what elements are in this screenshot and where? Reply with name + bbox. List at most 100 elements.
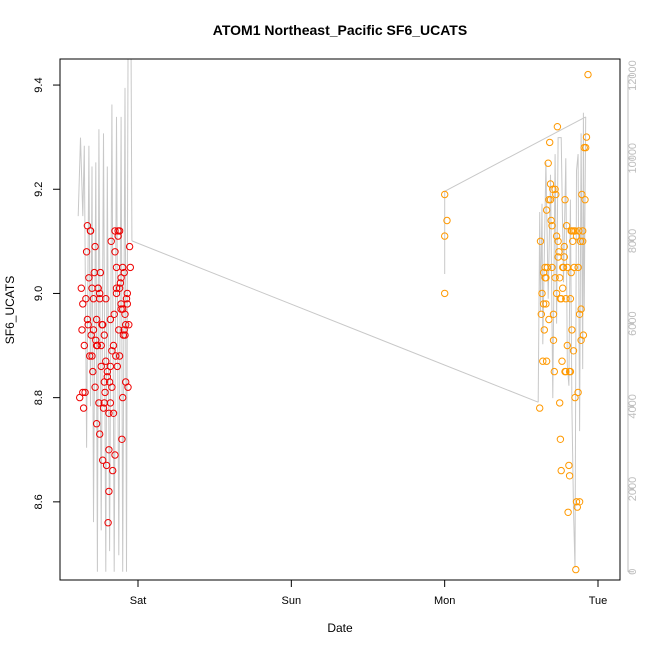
- data-point-series2: [538, 289, 546, 298]
- x-axis-label: Date: [327, 621, 353, 635]
- data-point-series2: [582, 143, 590, 152]
- data-point-series1: [99, 456, 107, 464]
- data-point-series1: [119, 305, 127, 313]
- data-point-series1: [88, 352, 96, 360]
- data-point-series2: [561, 367, 569, 376]
- data-point-series2: [561, 196, 569, 204]
- data-point-series1: [78, 326, 86, 334]
- data-point-series2: [441, 190, 449, 199]
- data-point-series2: [565, 472, 574, 480]
- chart-title: ATOM1 Northeast_Pacific SF6_UCATS: [213, 22, 467, 38]
- data-point-series2: [579, 227, 587, 235]
- y-tick-label: 9.2: [33, 182, 45, 197]
- data-point-series2: [579, 237, 587, 246]
- y2-tick-label: 8000: [627, 229, 639, 253]
- x-tick-label: Mon: [434, 595, 455, 607]
- data-point-series1: [117, 300, 125, 308]
- data-point-series1: [112, 263, 121, 272]
- data-point-series2: [555, 248, 563, 256]
- data-point-series1: [79, 404, 88, 412]
- data-point-series1: [113, 362, 122, 371]
- data-point-series2: [581, 196, 589, 204]
- data-point-series2: [576, 237, 585, 246]
- data-point-series2: [537, 310, 545, 318]
- data-point-series1: [109, 466, 117, 475]
- altitude-line-connector-2: [444, 116, 586, 192]
- data-point-series2: [544, 159, 552, 167]
- data-point-series1: [92, 336, 100, 344]
- data-point-series2: [565, 461, 573, 470]
- data-point-series2: [547, 216, 555, 225]
- data-point-series1: [126, 263, 135, 272]
- data-point-series1: [109, 409, 118, 417]
- data-point-series2: [553, 123, 562, 131]
- data-point-series1: [106, 315, 115, 324]
- x-tick-label: Sun: [282, 595, 302, 607]
- data-point-series1: [92, 315, 101, 324]
- data-point-series1: [105, 409, 113, 417]
- data-point-series2: [542, 357, 551, 365]
- data-point-series2: [568, 326, 576, 334]
- data-point-series1: [125, 321, 133, 329]
- data-point-series1: [112, 352, 120, 360]
- data-point-series2: [549, 310, 558, 318]
- data-point-series2: [560, 242, 568, 251]
- data-point-series2: [542, 206, 551, 214]
- data-point-series1: [82, 295, 90, 303]
- data-point-series1: [99, 321, 107, 329]
- data-point-series2: [564, 508, 572, 516]
- data-point-series2: [443, 216, 451, 225]
- data-point-series1: [119, 263, 127, 272]
- data-point-series2: [569, 347, 578, 355]
- data-point-series1: [86, 352, 94, 360]
- data-point-series2: [441, 232, 449, 240]
- data-point-series1: [122, 295, 131, 303]
- data-point-series2: [536, 404, 544, 412]
- y-axis: 8.6 8.8 9.0 9.2 9.4: [33, 77, 60, 509]
- data-point-series2: [441, 289, 449, 298]
- data-point-series1: [117, 274, 125, 282]
- data-point-series1: [96, 289, 104, 298]
- data-point-series1: [100, 331, 109, 339]
- y2-axis: 0 2000 4000 6000 8000 10000 12000: [627, 60, 639, 575]
- data-point-series2: [552, 190, 560, 199]
- data-point-series2: [558, 357, 566, 365]
- data-point-series1: [102, 461, 111, 470]
- y-axis-label: SF6_UCATS: [3, 276, 17, 344]
- y2-tick-label: 4000: [627, 394, 639, 418]
- data-point-series2: [584, 70, 592, 79]
- data-point-series1: [111, 451, 119, 459]
- data-point-series2: [552, 289, 561, 298]
- data-point-series2: [542, 274, 550, 282]
- data-point-series2: [566, 295, 575, 303]
- data-point-series1: [114, 232, 122, 240]
- data-point-series2: [542, 300, 550, 308]
- data-point-series2: [548, 222, 556, 230]
- data-point-series2: [559, 284, 567, 292]
- data-point-series1: [96, 268, 105, 277]
- data-point-series1: [123, 289, 132, 298]
- data-point-series2: [562, 295, 570, 303]
- data-point-series1: [102, 357, 110, 365]
- data-point-series1: [94, 284, 102, 292]
- data-point-series1: [89, 367, 97, 376]
- data-point-series1: [82, 248, 91, 256]
- data-point-series2: [574, 263, 582, 272]
- y-tick-label: 9.4: [33, 77, 45, 92]
- data-point-series2: [539, 357, 547, 365]
- data-point-series2: [572, 498, 581, 506]
- data-point-series1: [122, 321, 130, 329]
- data-point-series2: [546, 138, 554, 147]
- data-point-series2: [556, 399, 564, 407]
- data-point-series2: [562, 222, 571, 230]
- y-tick-label: 8.8: [33, 390, 45, 405]
- data-point-series1: [97, 341, 105, 350]
- y2-tick-label: 12000: [627, 60, 639, 91]
- data-point-series1: [105, 446, 113, 454]
- data-point-series2: [557, 466, 565, 475]
- data-point-series2: [580, 143, 588, 152]
- data-point-series1: [125, 242, 134, 251]
- data-point-series2: [554, 237, 562, 246]
- data-point-series2: [551, 185, 559, 194]
- data-point-series1: [114, 227, 122, 235]
